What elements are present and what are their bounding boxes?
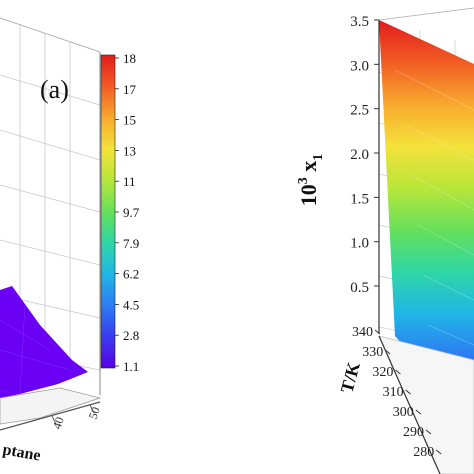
z-tick-label: 3.0 [350, 58, 369, 74]
y-axis-label: T/K [337, 360, 364, 395]
z-tick-label: 0.5 [350, 280, 369, 296]
y-tick [405, 389, 411, 395]
colorbar-tick-label: 6.2 [123, 267, 139, 282]
y-tick [384, 349, 391, 355]
y-tick-label: 290 [403, 425, 424, 440]
colorbar-tick-label: 9.7 [123, 205, 140, 220]
y-tick [425, 429, 432, 435]
colorbar-tick-label: 17 [123, 82, 137, 97]
colorbar [100, 54, 116, 369]
y-tick-label: 320 [372, 365, 393, 380]
colorbar-tick-label: 13 [123, 143, 136, 158]
y-tick-label: 340 [352, 325, 373, 340]
x-tick-label: 50 [86, 405, 103, 421]
x-axis-label: ptane [1, 441, 42, 464]
panel-label: (a) [40, 75, 69, 104]
y-tick [374, 329, 381, 335]
panel-b-top-edge [378, 7, 474, 21]
z-tick-label: 1.0 [350, 236, 369, 252]
colorbar-tick-label: 1.1 [123, 359, 139, 374]
panel-a-surface [0, 286, 88, 398]
z-tick-label: 1.5 [350, 191, 369, 207]
z-tick-label: 2.0 [350, 147, 369, 163]
z-axis-label: 103 x1 [296, 154, 326, 207]
panel-a-x-axis [0, 401, 101, 431]
y-ticks: 340 330 320 310 300 290 280 [352, 325, 442, 460]
z-tick-label: 2.5 [350, 103, 369, 119]
colorbar-tick-label: 2.8 [123, 328, 139, 343]
colorbar-tick-label: 15 [123, 113, 136, 128]
y-tick [415, 409, 422, 415]
panel-a-floor [0, 387, 102, 425]
colorbar-tick-label: 11 [123, 174, 136, 189]
colorbar-tick-label: 18 [123, 51, 136, 66]
x-tick-label: 40 [50, 415, 67, 431]
y-tick-label: 280 [413, 445, 434, 460]
z-tick-label: 3.5 [350, 14, 369, 30]
y-tick [435, 449, 442, 455]
y-tick-label: 300 [393, 405, 414, 420]
colorbar-tick-label: 7.9 [123, 236, 139, 251]
panel-b: 0.5 1.0 1.5 2.0 2.5 3.0 3.5 103 x1 340 330 320 31… [296, 7, 474, 474]
panel-a-top-edge [0, 17, 101, 53]
y-tick [395, 369, 401, 375]
y-tick-label: 330 [362, 345, 383, 360]
panel-b-surface [379, 20, 474, 398]
colorbar-ticks: 1.1 2.8 4.5 6.2 7.9 9.7 11 13 15 17 18 [115, 51, 140, 374]
y-tick-label: 310 [383, 385, 404, 400]
panel-a: 40 50 ptane (a) 1.1 2.8 4.5 6.2 7.9 9.7 11 13 15… [0, 17, 140, 465]
y-axis [378, 335, 441, 474]
svg-text:103 x1: 103 x1 [296, 154, 326, 207]
z-ticks: 0.5 1.0 1.5 2.0 2.5 3.0 3.5 [350, 14, 379, 296]
colorbar-tick-label: 4.5 [123, 297, 139, 312]
